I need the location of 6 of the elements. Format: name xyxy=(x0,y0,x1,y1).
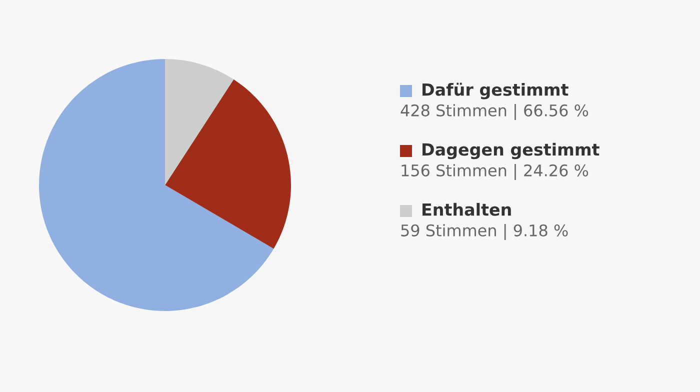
data-label: 156 Stimmen | 24.26 % xyxy=(402,164,588,180)
data-label: 428 Stimmen | 66.56 % xyxy=(400,104,588,120)
legend-label: Enthalten xyxy=(422,202,511,216)
legend-label: Dafür gestimmt xyxy=(422,82,568,100)
data-label: 59 Stimmen | 9.18 % xyxy=(401,224,568,240)
legend-label: Dagegen gestimmt xyxy=(422,142,600,160)
